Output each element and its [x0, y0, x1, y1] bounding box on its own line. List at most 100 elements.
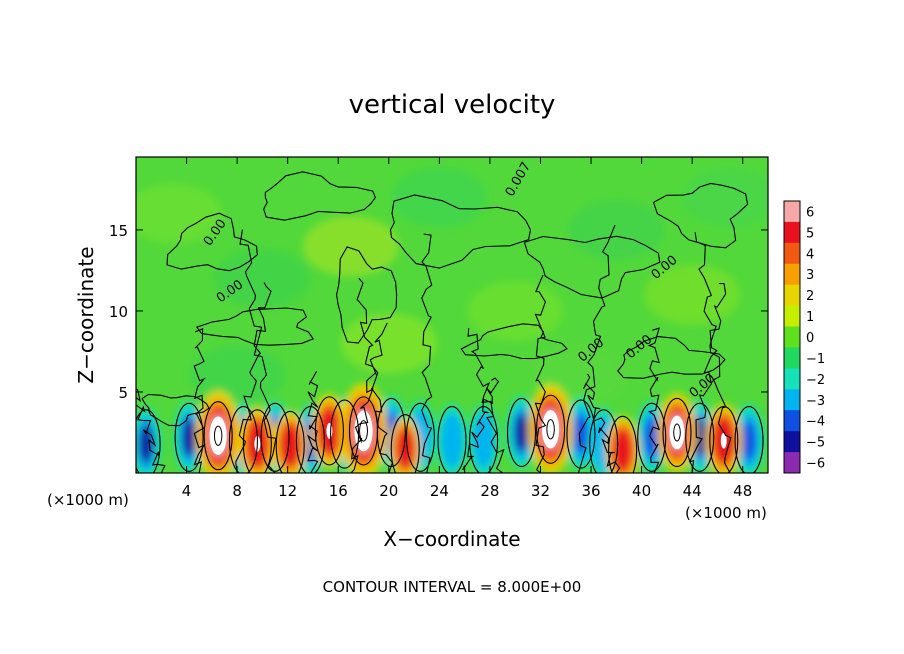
- field-patch: [340, 313, 437, 374]
- contour-line: [608, 415, 638, 473]
- x-tick-label: 28: [480, 482, 499, 500]
- colorbar-frame: [783, 200, 801, 474]
- contour-line: [469, 406, 499, 473]
- colorbar-swatch: [784, 326, 800, 348]
- colorbar-label: −5: [806, 436, 825, 451]
- colorbar-swatch: [784, 368, 800, 390]
- contour-line: [437, 406, 467, 473]
- contour-line: [239, 229, 277, 473]
- contour-interval-footer: CONTOUR INTERVAL = 8.000E+00: [323, 578, 582, 596]
- updraft-cell: [273, 411, 308, 473]
- y-ticks: 5 10 15: [109, 222, 768, 402]
- downdraft-cell: [437, 404, 467, 473]
- updraft-cell: [605, 416, 640, 473]
- colorbar-label: 6: [806, 206, 814, 221]
- colorbar-swatch: [784, 221, 800, 244]
- contour-line: [295, 406, 325, 473]
- colorbar-swatch: [784, 431, 800, 453]
- contour-line: [536, 394, 566, 464]
- colorbar-label: 2: [806, 289, 814, 304]
- contour-line: [314, 396, 344, 466]
- updraft-core: [542, 409, 560, 449]
- field-patch: [467, 280, 564, 341]
- contour-line: [506, 397, 537, 468]
- contour-line: [566, 399, 596, 469]
- contour-line: [583, 373, 621, 473]
- field-patch: [214, 248, 311, 309]
- contour-line: [523, 235, 661, 299]
- contour-line: [242, 409, 272, 473]
- x-tick-label: 16: [329, 482, 348, 500]
- contour-line: [376, 397, 406, 468]
- field-patch: [136, 183, 222, 244]
- contour-line: [734, 406, 764, 473]
- contour-line: [260, 402, 290, 472]
- colorbar-swatch: [784, 305, 800, 327]
- colorbar-label: 5: [806, 226, 814, 241]
- x-ticks: 4 8 12 16 20 24 28 32 36 40 44 48: [182, 157, 752, 500]
- contour-line: [350, 322, 388, 473]
- contour-line: [307, 371, 319, 473]
- colorbar-label: −6: [806, 457, 825, 472]
- x-tick-label: 20: [379, 482, 398, 500]
- x-tick-label: 44: [683, 482, 702, 500]
- downdraft-cell: [506, 396, 537, 469]
- plot-frame: [135, 156, 769, 474]
- colorbar-label: −1: [806, 352, 825, 367]
- colorbar-swatch: [784, 347, 800, 369]
- y-tick-label: 15: [109, 222, 128, 240]
- colorbar-label: 0: [806, 331, 814, 346]
- downdraft-cell: [565, 398, 596, 471]
- contour-line: [235, 282, 272, 473]
- field-patch: [682, 167, 768, 228]
- colorbar-swatch: [784, 284, 800, 306]
- contour-line: [389, 194, 532, 269]
- contour-line: [141, 393, 210, 427]
- contour-line: [263, 171, 377, 221]
- colorbar-label: 1: [806, 310, 814, 325]
- contour-line: [460, 323, 568, 360]
- contour-line: [356, 277, 394, 473]
- contour-line: [136, 374, 166, 473]
- x-tick-label: 12: [278, 482, 297, 500]
- contour-line: [617, 336, 726, 379]
- field-layers: [136, 167, 768, 473]
- contour-line: [136, 409, 161, 473]
- downdraft-cell: [734, 404, 765, 473]
- x-tick-label: 48: [733, 482, 752, 500]
- x-tick-label: 24: [430, 482, 449, 500]
- downdraft-cell: [468, 404, 499, 473]
- colorbar-swatch: [784, 410, 800, 432]
- x-unit-left: (×1000 m): [47, 491, 129, 509]
- colorbar-label: −3: [806, 394, 825, 409]
- contour-line: [662, 397, 692, 468]
- field-patch: [391, 167, 488, 228]
- x-axis-label: X−coordinate: [383, 527, 520, 551]
- field-patch: [568, 199, 665, 260]
- contour-lines: [136, 171, 764, 473]
- colorbar-swatch: [784, 242, 800, 265]
- x-tick-label: 36: [581, 482, 600, 500]
- contour-line: [589, 409, 619, 473]
- colorbar-label: 3: [806, 268, 814, 283]
- contour-line: [203, 401, 233, 471]
- contour-line: [195, 307, 315, 346]
- contour-line: [709, 406, 739, 473]
- colorbar-swatch: [784, 201, 800, 223]
- x-tick-label: 40: [632, 482, 651, 500]
- contour-line: [405, 402, 435, 472]
- contour-line: [685, 402, 715, 472]
- contour-line: [330, 399, 360, 469]
- field-patch: [189, 345, 286, 406]
- updraft-core: [669, 415, 685, 450]
- colorbar-label: −4: [806, 415, 825, 430]
- colorbar: 6 5 4 3 2 1 0 −1 −2 −3 −4 −5 −6: [783, 200, 825, 474]
- x-tick-label: 4: [182, 482, 192, 500]
- contour-line: [462, 377, 500, 473]
- contour-line: [647, 327, 661, 473]
- x-tick-label: 32: [531, 482, 550, 500]
- colorbar-swatch: [784, 263, 800, 286]
- field-patch: [302, 216, 399, 277]
